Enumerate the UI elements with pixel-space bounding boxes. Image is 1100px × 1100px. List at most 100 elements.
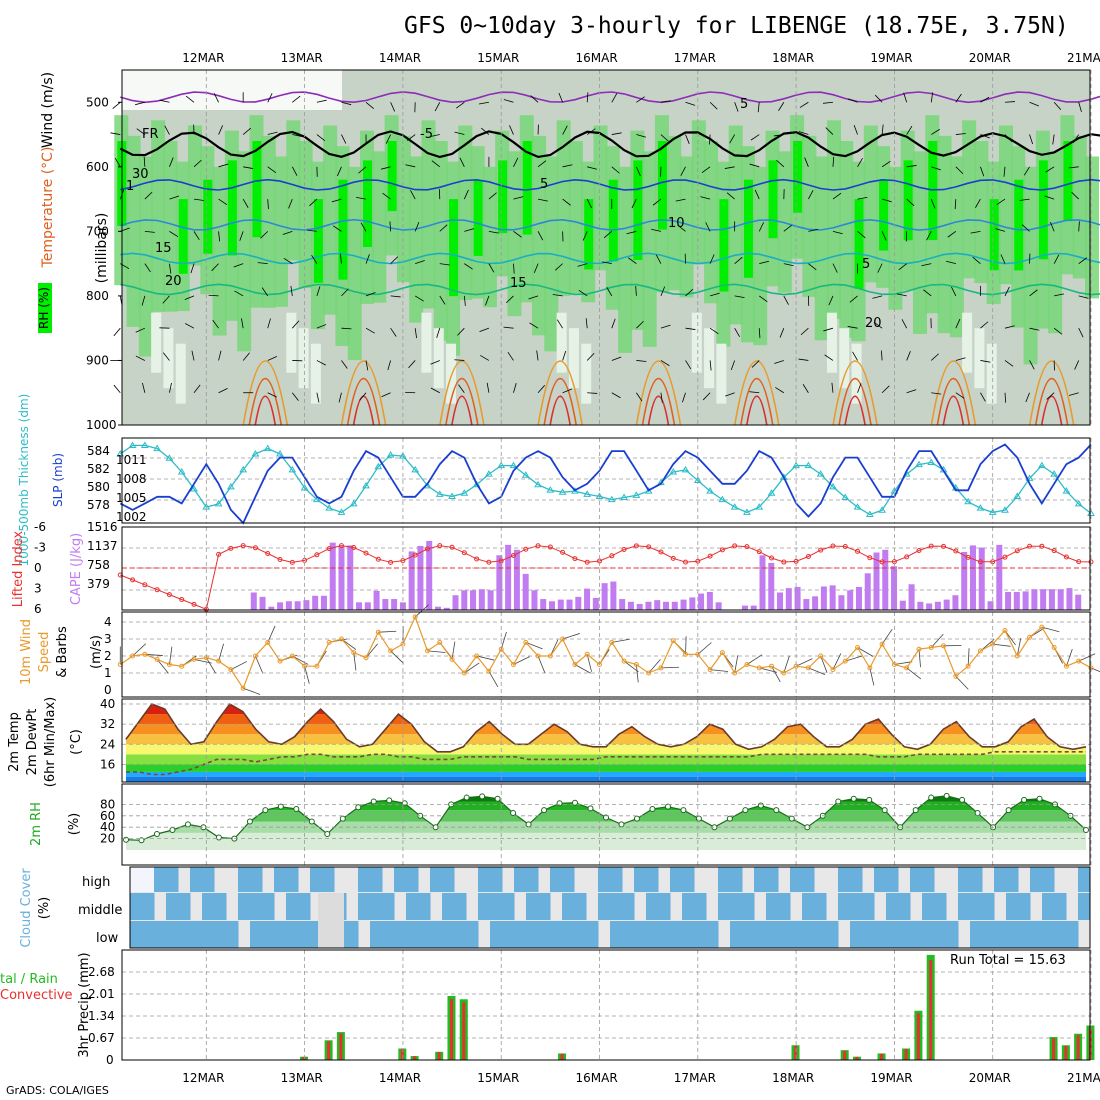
thickness-marker bbox=[263, 444, 272, 452]
wind-barb-10m bbox=[967, 648, 970, 667]
cape-bar bbox=[864, 573, 871, 610]
wind-barb-10m bbox=[205, 657, 216, 674]
cloud-cell bbox=[646, 893, 659, 920]
wind-barb bbox=[340, 253, 342, 264]
rh-band-saturated bbox=[1014, 179, 1024, 271]
wind-barb-10m bbox=[881, 628, 893, 645]
cape-bar bbox=[478, 589, 485, 610]
rh-axis-unit: (%) bbox=[67, 813, 82, 836]
contour-label: -5 bbox=[420, 127, 433, 142]
wind-speed-marker bbox=[228, 667, 234, 673]
cloud-cell bbox=[1018, 893, 1031, 920]
cloud-cell bbox=[778, 893, 791, 920]
wind-barb-10m bbox=[1041, 626, 1060, 633]
wind-barb bbox=[242, 127, 252, 135]
wind-barb bbox=[611, 93, 618, 103]
cloud-cell bbox=[934, 893, 947, 920]
rh-marker bbox=[370, 798, 377, 805]
cloud-cell bbox=[286, 893, 299, 920]
thickness-marker bbox=[485, 470, 493, 477]
cape-bar bbox=[259, 596, 266, 610]
temp-tick: 16 bbox=[100, 757, 115, 771]
wind-barb bbox=[257, 262, 268, 265]
rh-band-moist bbox=[937, 135, 952, 334]
wind-barb bbox=[463, 189, 469, 200]
wind-barb bbox=[113, 384, 121, 393]
thickness-marker bbox=[730, 503, 739, 510]
rh-band-dry bbox=[556, 312, 567, 373]
cloud-cell bbox=[826, 921, 839, 948]
wind-barb bbox=[408, 360, 416, 369]
cloud-cell bbox=[1042, 921, 1055, 948]
rh-marker bbox=[618, 821, 625, 828]
lifted-index-marker bbox=[805, 554, 811, 560]
wind-barb bbox=[1053, 327, 1063, 335]
cloud-cell bbox=[238, 893, 251, 920]
cloud-cell bbox=[502, 921, 515, 948]
wind-speed-marker bbox=[547, 653, 553, 659]
contour-label: 5 bbox=[740, 97, 748, 112]
wind-barb bbox=[636, 392, 643, 402]
wind-barb bbox=[734, 102, 739, 112]
wind-barb-10m bbox=[304, 666, 310, 684]
wind-barb bbox=[901, 319, 908, 329]
wind-barb bbox=[857, 231, 866, 239]
cloud-cell bbox=[514, 921, 527, 948]
rh-band-saturated bbox=[363, 160, 373, 247]
warm-contour bbox=[745, 395, 768, 426]
rh-marker bbox=[510, 809, 517, 816]
cloud-cell bbox=[370, 867, 383, 892]
rh-band-moist bbox=[556, 120, 571, 297]
rh-marker bbox=[649, 805, 656, 812]
wind-barb bbox=[537, 231, 544, 241]
wind-barb bbox=[823, 327, 834, 332]
thickness-marker bbox=[915, 460, 923, 468]
cloud-cell bbox=[430, 867, 443, 892]
thickness-marker bbox=[865, 510, 874, 517]
precip-convective-bar bbox=[1064, 1045, 1068, 1060]
cape-bar bbox=[715, 602, 722, 610]
cape-bar bbox=[294, 601, 301, 610]
rh-band-moist bbox=[298, 141, 313, 289]
rh-band-moist bbox=[507, 151, 522, 317]
wind-barb bbox=[311, 254, 318, 264]
wind-barb-10m bbox=[144, 653, 163, 656]
cloud-cell bbox=[814, 921, 827, 948]
rh-marker bbox=[664, 803, 671, 810]
wind-speed-marker bbox=[904, 665, 910, 671]
wind-speed-marker bbox=[486, 668, 492, 674]
rh-band-moist bbox=[482, 166, 497, 308]
rh-band-saturated bbox=[854, 199, 864, 289]
rh-marker bbox=[525, 821, 532, 828]
cloud-cell bbox=[970, 867, 983, 892]
wind-barb bbox=[709, 360, 712, 371]
wind-barb bbox=[586, 198, 592, 209]
wind-barb bbox=[734, 327, 741, 338]
panel-frame bbox=[121, 69, 1091, 426]
lifted-index-marker bbox=[867, 555, 873, 561]
wind-barb bbox=[218, 231, 221, 242]
cape-bar bbox=[847, 590, 854, 610]
contour-label: 30 bbox=[132, 167, 149, 182]
wind-barb bbox=[431, 160, 441, 168]
pressure-tick: 600 bbox=[86, 160, 109, 174]
cape-bar bbox=[566, 599, 573, 610]
cloud-cell bbox=[358, 893, 371, 920]
wind-barb bbox=[685, 327, 696, 330]
rh-marker bbox=[277, 803, 284, 810]
lifted-index-marker bbox=[142, 582, 148, 588]
cloud-cell bbox=[574, 893, 587, 920]
wind-barb bbox=[191, 350, 195, 361]
precip-convective-bar bbox=[437, 1052, 441, 1060]
wind-barb bbox=[135, 355, 146, 361]
warm-contour bbox=[1040, 395, 1063, 426]
thickness-marker bbox=[681, 465, 690, 473]
thickness-marker bbox=[1037, 461, 1046, 469]
cape-bar bbox=[619, 599, 626, 610]
wind-tick: 3 bbox=[104, 632, 112, 646]
wind-barb bbox=[729, 134, 736, 144]
lifted-index-marker bbox=[941, 543, 947, 549]
lifted-index-marker bbox=[388, 559, 394, 565]
wind-barb-10m bbox=[243, 687, 261, 695]
temp-tick: 40 bbox=[100, 697, 115, 711]
